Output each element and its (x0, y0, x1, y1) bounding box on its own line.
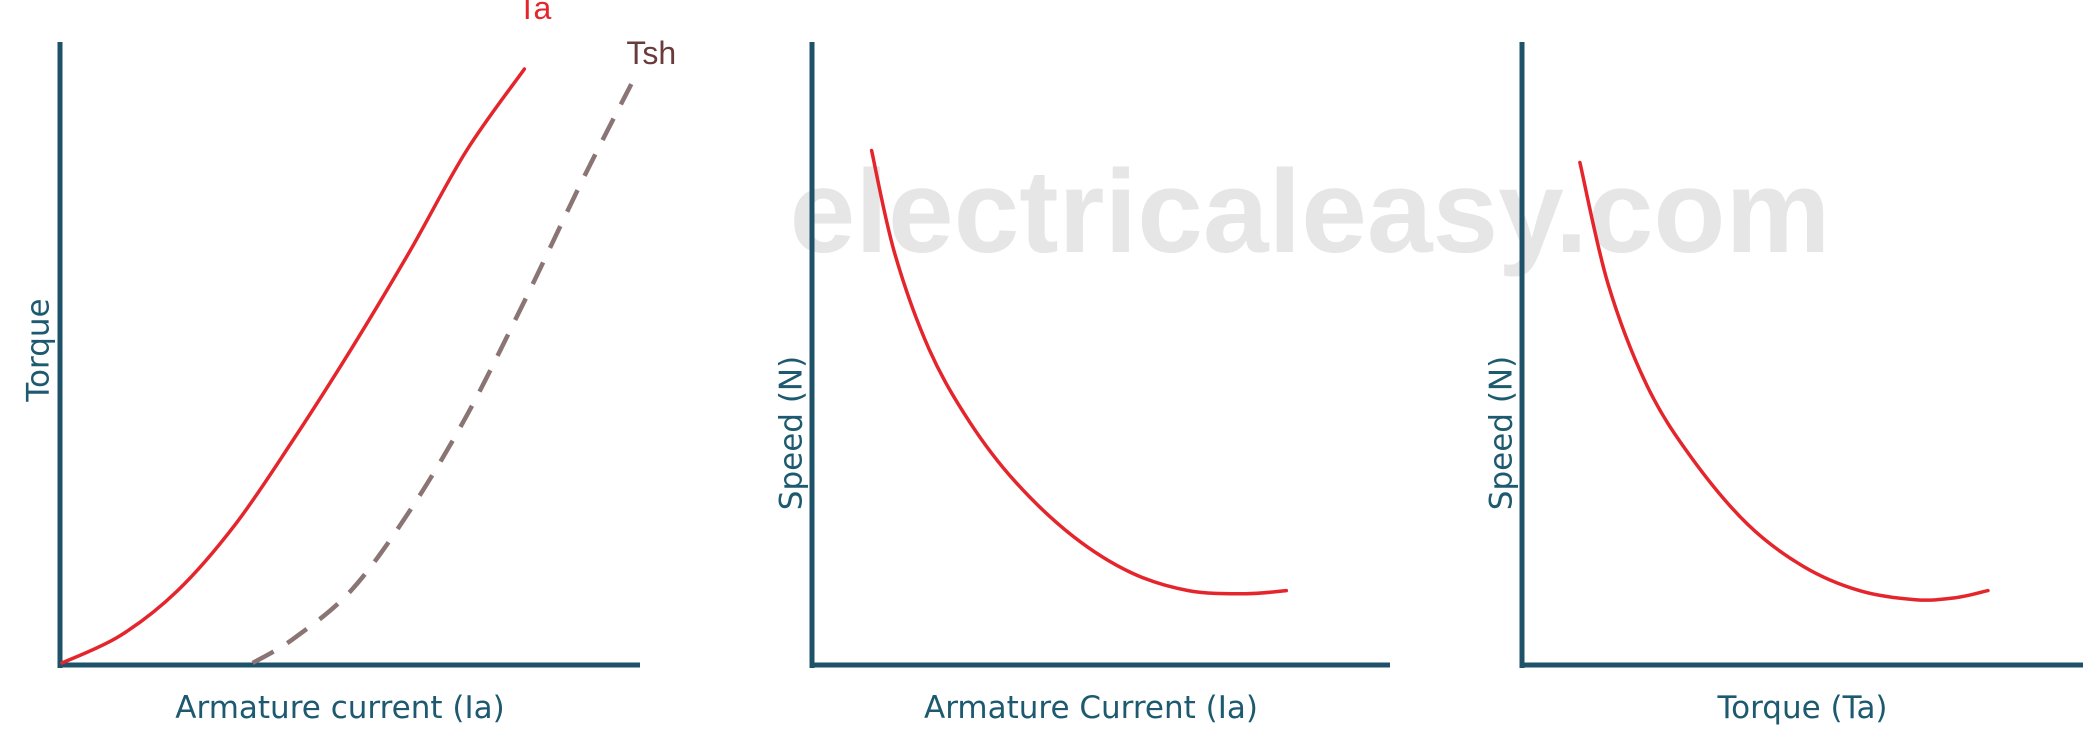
chart2-y-axis-label: Speed (N) (774, 356, 810, 510)
chart3-y-axis-label: Speed (N) (1484, 356, 1520, 510)
chart2-speed-curve-line (869, 148, 1289, 596)
speed-armature-current-chart: Speed (N) Armature Current (Ia) (774, 42, 1390, 726)
chart3-speed-curve-line (1578, 160, 1990, 602)
chart1-series-ta-line (60, 67, 527, 665)
chart2-x-axis-label: Armature Current (Ia) (924, 690, 1258, 726)
chart3-x-axis-label: Torque (Ta) (1716, 690, 1887, 726)
chart1-series-tsh-line (251, 83, 634, 665)
speed-torque-chart: Speed (N) Torque (Ta) (1484, 42, 2083, 726)
chart1-y-axis-label: Torque (21, 298, 57, 402)
chart1-series-tsh-label: Tsh (626, 35, 676, 71)
torque-armature-current-chart: Torque Armature current (Ia) Ta Tsh (21, 0, 677, 726)
chart1-series-ta-label: Ta (518, 0, 552, 26)
chart1-x-axis-label: Armature current (Ia) (175, 690, 504, 726)
watermark: electricaleasy.com (790, 146, 1831, 278)
